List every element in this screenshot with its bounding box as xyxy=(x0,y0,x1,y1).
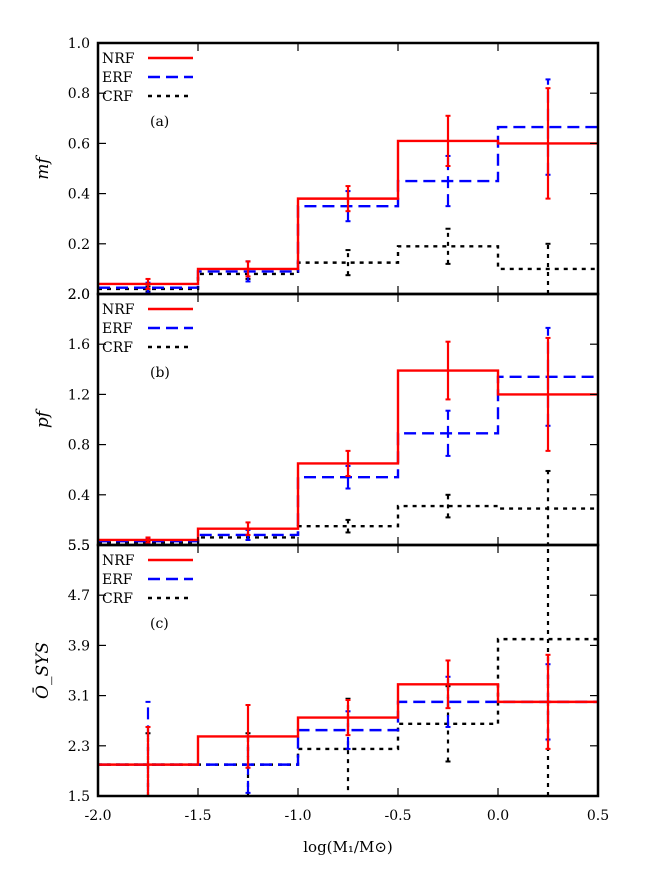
y-tick-label: 5.5 xyxy=(68,538,90,554)
panel-label: (a) xyxy=(150,114,169,130)
y-axis-label: pf xyxy=(33,408,53,428)
plot-area xyxy=(98,78,598,294)
legend-label: NRF xyxy=(102,302,135,318)
panel-frame xyxy=(96,543,600,798)
y-tick-label: 0.8 xyxy=(68,86,90,102)
legend-label: ERF xyxy=(102,572,133,588)
panel-label: (b) xyxy=(150,365,170,381)
x-tick-label: 0.5 xyxy=(587,808,609,824)
x-tick-label: -0.5 xyxy=(385,808,412,824)
panel-c: 1.5 2.3 3.1 3.9 4.7 5.5 NRF ERF CRF (c) Ō_SYS xyxy=(32,538,600,805)
y-tick-label: 1.0 xyxy=(68,36,90,52)
x-axis-label: log(M₁/M⊙) xyxy=(303,838,393,856)
y-tick-label: 2.0 xyxy=(68,287,90,303)
plot-area xyxy=(98,545,598,796)
legend-label: CRF xyxy=(102,591,133,607)
plot-area xyxy=(98,326,598,545)
y-tick-label: 2.3 xyxy=(68,739,90,755)
y-tick-label: 4.7 xyxy=(68,588,90,604)
y-axis-label: Ō_SYS xyxy=(32,642,53,699)
legend-label: NRF xyxy=(102,51,135,67)
legend-label: ERF xyxy=(102,70,133,86)
crf-step-line xyxy=(98,637,598,766)
legend-label: CRF xyxy=(102,340,133,356)
y-tick-label: 0.4 xyxy=(68,488,90,504)
panel-label: (c) xyxy=(150,616,169,632)
legend-label: ERF xyxy=(102,321,133,337)
x-tick-label: 0.0 xyxy=(487,808,509,824)
y-tick-label: 0.6 xyxy=(68,136,90,152)
y-axis-label: mf xyxy=(33,155,53,180)
y-tick-label: 3.9 xyxy=(68,638,90,654)
y-tick-label: 2.0 xyxy=(68,287,90,303)
panel-frame xyxy=(96,292,600,547)
crf-step-line xyxy=(98,245,598,291)
y-tick-label: 0.4 xyxy=(68,187,90,203)
panel-a: 2.0 0.2 0.4 0.6 0.8 1.0 NRF ERF CRF (a) mf xyxy=(33,36,600,303)
legend-label: CRF xyxy=(102,89,133,105)
erf-step-line xyxy=(98,700,598,766)
crf-step-line xyxy=(98,504,598,544)
y-tick-label: 0.2 xyxy=(68,237,90,253)
y-tick-label: 1.5 xyxy=(68,789,90,805)
y-tick-label: 1.2 xyxy=(68,387,90,403)
y-tick-label: 0.8 xyxy=(68,438,90,454)
x-tick-label: -2.0 xyxy=(85,808,112,824)
legend-label: NRF xyxy=(102,553,135,569)
x-tick-label: -1.0 xyxy=(285,808,312,824)
y-tick-label: 5.5 xyxy=(68,538,90,554)
y-tick-label: 3.1 xyxy=(68,689,90,705)
panel-b: 5.5 0.4 0.8 1.2 1.6 2.0 NRF ERF CRF (b) pf xyxy=(33,287,600,554)
y-tick-label: 1.6 xyxy=(68,337,90,353)
x-tick-label: -1.5 xyxy=(185,808,212,824)
